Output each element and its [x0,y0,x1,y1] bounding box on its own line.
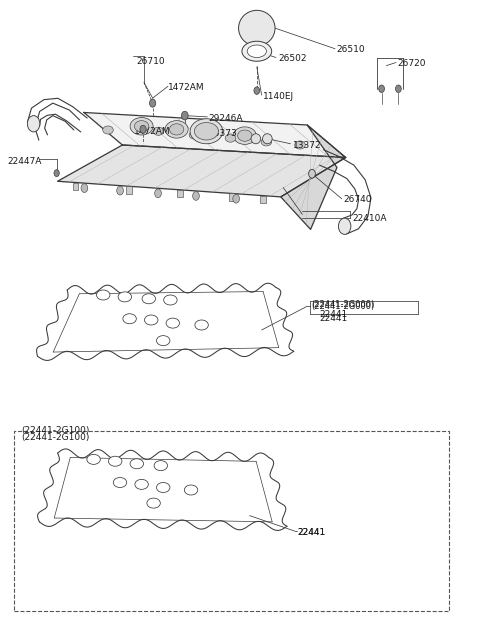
Ellipse shape [118,292,132,302]
Text: 1472AM: 1472AM [168,83,204,92]
Text: 22447A: 22447A [7,157,42,166]
Ellipse shape [247,45,266,58]
Ellipse shape [130,459,144,469]
Ellipse shape [233,194,240,203]
Bar [14,431,449,611]
Ellipse shape [164,295,177,305]
Ellipse shape [261,138,272,146]
Ellipse shape [27,116,40,132]
Ellipse shape [123,314,136,324]
Ellipse shape [155,189,161,198]
Bar [178,190,183,198]
Ellipse shape [142,294,156,304]
Text: (22441-2G100): (22441-2G100) [22,426,90,434]
Ellipse shape [233,127,256,144]
Text: 22441: 22441 [319,314,348,323]
Ellipse shape [225,134,236,142]
Text: (22441-2G000): (22441-2G000) [311,301,374,309]
Ellipse shape [149,99,156,107]
Ellipse shape [238,130,252,141]
Ellipse shape [192,191,199,200]
Ellipse shape [156,482,170,492]
Ellipse shape [113,478,127,488]
Text: 22441: 22441 [319,310,348,319]
Ellipse shape [153,127,164,135]
Ellipse shape [194,122,218,140]
Text: 26502: 26502 [278,54,307,63]
Text: 13372: 13372 [293,141,322,149]
Text: 26740: 26740 [343,196,372,204]
Ellipse shape [103,126,113,134]
Ellipse shape [379,85,384,92]
Ellipse shape [195,320,208,330]
Ellipse shape [130,118,153,135]
Ellipse shape [263,134,272,144]
Ellipse shape [181,111,188,120]
Ellipse shape [117,186,123,195]
Ellipse shape [108,456,122,466]
Ellipse shape [169,124,184,135]
Ellipse shape [184,485,198,495]
Ellipse shape [251,134,261,144]
Ellipse shape [135,479,148,489]
Text: 22410A: 22410A [353,214,387,223]
Ellipse shape [199,124,222,141]
Ellipse shape [189,131,200,139]
Ellipse shape [156,336,170,346]
Ellipse shape [165,121,188,138]
Text: (22441-2G000): (22441-2G000) [311,302,374,311]
Ellipse shape [203,127,217,138]
Bar [260,196,266,203]
Ellipse shape [190,119,223,144]
Ellipse shape [309,169,315,178]
Text: 26710: 26710 [137,57,166,66]
Text: (22441-2G100): (22441-2G100) [22,433,90,442]
Text: 29246A: 29246A [209,114,243,123]
Text: 13373: 13373 [209,129,238,138]
Text: 22441: 22441 [298,528,326,537]
Ellipse shape [134,121,149,132]
Bar [229,194,235,201]
Ellipse shape [254,87,260,94]
Ellipse shape [242,41,272,61]
Ellipse shape [154,461,168,471]
Ellipse shape [239,10,275,46]
Text: 1472AM: 1472AM [134,127,171,136]
Text: 26720: 26720 [397,59,426,68]
Bar [126,186,132,194]
Ellipse shape [144,315,158,325]
Polygon shape [58,145,346,197]
Ellipse shape [81,184,88,192]
Ellipse shape [166,318,180,328]
Ellipse shape [396,85,401,92]
Ellipse shape [96,290,110,300]
Polygon shape [84,112,346,158]
Text: 1140EJ: 1140EJ [263,92,294,101]
Ellipse shape [140,125,146,133]
Ellipse shape [295,141,305,149]
Text: 22441: 22441 [298,528,326,537]
Ellipse shape [54,169,60,176]
Text: 26510: 26510 [336,46,365,54]
Ellipse shape [338,218,351,234]
Ellipse shape [87,454,100,464]
Bar [72,182,78,190]
Polygon shape [281,125,346,229]
Ellipse shape [147,498,160,508]
